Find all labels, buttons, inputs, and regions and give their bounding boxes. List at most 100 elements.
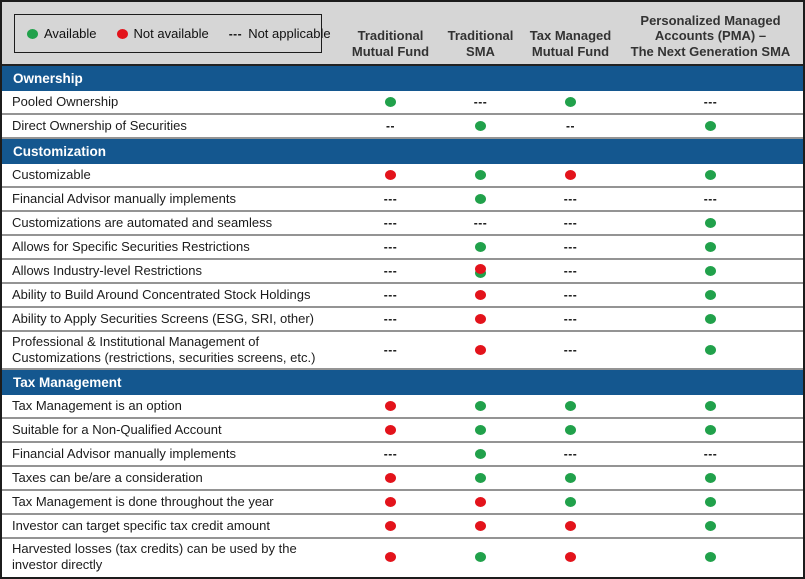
red-over-green-icon [475, 264, 486, 278]
available-icon [705, 344, 716, 355]
row-label: Professional & Institutional Management … [12, 334, 316, 365]
row-label: Financial Advisor manually implements [12, 191, 236, 207]
column-header-traditional-sma: Traditional SMA [447, 28, 514, 59]
not-applicable-marker: --- [563, 288, 578, 302]
row-label: Allows for Specific Securities Restricti… [12, 239, 250, 255]
not-available-icon [565, 551, 576, 562]
not-applicable-marker: -- [386, 119, 395, 133]
not-available-icon [385, 424, 396, 435]
not-available-icon [385, 170, 396, 180]
status-cell [438, 284, 523, 306]
available-icon [565, 496, 576, 507]
not-available-icon [385, 520, 396, 531]
status-cell [523, 419, 618, 441]
available-icon [705, 314, 716, 324]
table-body: Ownership Pooled Ownership --- --- Direct Ow… [2, 66, 803, 575]
status-cell [438, 395, 523, 417]
status-cell: --- [343, 260, 438, 282]
status-cell [438, 443, 523, 465]
table-row: Customizations are automated and seamles… [2, 212, 803, 236]
not-available-icon [475, 344, 486, 355]
status-cell [618, 308, 803, 330]
available-icon [475, 121, 486, 131]
table-row: Professional & Institutional Management … [2, 332, 803, 370]
table-row: Direct Ownership of Securities -- -- [2, 115, 803, 139]
available-icon [27, 28, 38, 39]
not-applicable-marker: --- [383, 264, 398, 278]
status-cell [438, 260, 523, 282]
available-icon [705, 551, 716, 562]
status-cell: --- [523, 332, 618, 368]
status-cell: --- [343, 284, 438, 306]
available-icon [705, 520, 716, 531]
status-cell: --- [343, 443, 438, 465]
available-icon [475, 472, 486, 483]
not-applicable-marker: --- [563, 446, 578, 461]
not-available-icon [475, 314, 486, 324]
status-cell [618, 236, 803, 258]
status-cell [618, 419, 803, 441]
table-row: Allows Industry-level Restrictions --- --- [2, 260, 803, 284]
status-cell: --- [523, 284, 618, 306]
status-cell [438, 419, 523, 441]
status-cell: --- [343, 188, 438, 210]
table-row: Suitable for a Non-Qualified Account [2, 418, 803, 443]
status-cell [523, 395, 618, 417]
status-cell [438, 515, 523, 537]
legend-label: Not applicable [248, 26, 331, 41]
row-label: Ability to Build Around Concentrated Sto… [12, 287, 311, 303]
not-applicable-marker: --- [563, 264, 578, 278]
table-row: Pooled Ownership --- --- [2, 91, 803, 115]
not-applicable-marker: --- [473, 95, 488, 109]
not-applicable-marker: --- [383, 192, 398, 206]
not-applicable-marker: --- [228, 26, 243, 41]
not-applicable-marker: --- [563, 312, 578, 326]
row-label: Pooled Ownership [12, 94, 119, 110]
status-cell: --- [523, 308, 618, 330]
not-applicable-marker: -- [566, 119, 575, 133]
not-available-icon [116, 28, 128, 39]
available-icon [705, 170, 716, 180]
status-cell [523, 515, 618, 537]
status-cell [523, 91, 618, 113]
not-available-icon [475, 520, 486, 531]
not-available-icon [475, 496, 486, 507]
row-label: Investor can target specific tax credit … [12, 517, 270, 533]
status-cell: --- [618, 91, 803, 113]
status-cell: --- [438, 91, 523, 113]
table-row: Tax Management is done throughout the ye… [2, 490, 803, 515]
available-icon [475, 170, 486, 180]
status-cell [343, 467, 438, 489]
status-cell [438, 164, 523, 186]
column-header-tax-managed-mutual-fund: Tax Managed Mutual Fund [529, 28, 612, 59]
table-row: Taxes can be/are a consideration [2, 466, 803, 491]
not-applicable-marker: --- [703, 192, 718, 206]
status-cell: --- [523, 212, 618, 234]
section-header: Tax Management [2, 369, 803, 395]
available-icon [565, 400, 576, 411]
table-row: Allows for Specific Securities Restricti… [2, 236, 803, 260]
row-label: Direct Ownership of Securities [12, 118, 187, 134]
status-cell [343, 395, 438, 417]
row-label: Harvested losses (tax credits) can be us… [12, 540, 297, 572]
status-cell: --- [343, 212, 438, 234]
status-cell [438, 539, 523, 575]
available-icon [705, 266, 716, 276]
not-applicable-marker: --- [563, 216, 578, 230]
status-cell [438, 308, 523, 330]
status-cell: --- [618, 188, 803, 210]
available-icon [705, 496, 716, 507]
status-cell [438, 115, 523, 137]
legend-cell: Available Not available --- Not applicab… [2, 2, 343, 64]
row-label: Customizations are automated and seamles… [12, 215, 273, 231]
status-cell: --- [523, 260, 618, 282]
not-available-icon [385, 472, 396, 483]
not-applicable-marker: --- [383, 216, 398, 230]
not-available-icon [565, 170, 576, 180]
status-cell: --- [523, 188, 618, 210]
not-applicable-marker: --- [383, 342, 398, 357]
status-cell [618, 115, 803, 137]
status-cell [618, 164, 803, 186]
available-icon [475, 400, 486, 411]
